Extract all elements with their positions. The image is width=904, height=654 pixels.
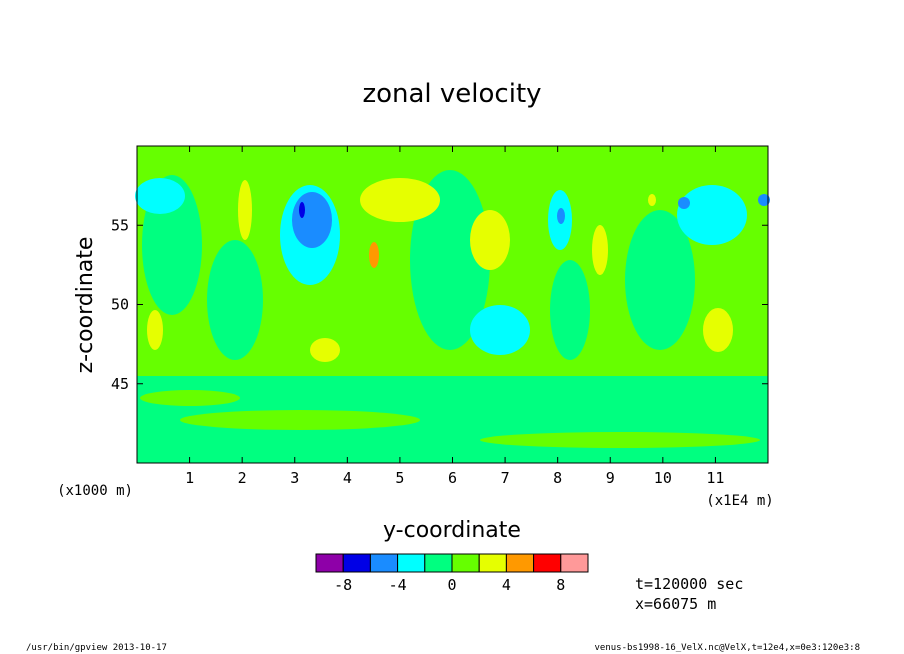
contour-patch bbox=[625, 210, 695, 350]
colorbar-cell bbox=[533, 553, 562, 573]
colorbar-cell bbox=[369, 553, 399, 573]
heatmap-field bbox=[135, 146, 770, 463]
x-axis-label: y-coordinate bbox=[383, 518, 521, 543]
chart-title: zonal velocity bbox=[362, 79, 541, 109]
x-axis-ticks: 1 2 3 4 5 6 7 8 9 10 11 bbox=[185, 146, 724, 487]
contour-patch bbox=[470, 305, 530, 355]
y-tick-label: 45 bbox=[111, 375, 129, 393]
x-tick-label: 5 bbox=[395, 469, 404, 487]
contour-patch bbox=[470, 210, 510, 270]
position-annotation: x=66075 m bbox=[635, 595, 716, 613]
contour-patch bbox=[140, 390, 240, 406]
x-tick-label: 3 bbox=[290, 469, 299, 487]
contour-patch bbox=[299, 202, 305, 218]
x-tick-label: 4 bbox=[343, 469, 352, 487]
contour-upper-band bbox=[137, 146, 768, 376]
contour-patch bbox=[207, 240, 263, 360]
colorbar-tick-label: -4 bbox=[389, 576, 407, 594]
colorbar-tick-label: 8 bbox=[556, 576, 565, 594]
x-axis-unit: (x1E4 m) bbox=[706, 493, 773, 509]
contour-patch bbox=[135, 178, 185, 214]
colorbar-cell bbox=[342, 553, 371, 573]
y-axis-ticks: 45 50 55 bbox=[111, 216, 768, 393]
colorbar-cell bbox=[478, 553, 507, 573]
contour-positive-features bbox=[147, 178, 733, 362]
contour-patch bbox=[238, 180, 252, 240]
x-tick-label: 7 bbox=[501, 469, 510, 487]
y-axis-unit: (x1000 m) bbox=[57, 483, 133, 499]
contour-patch bbox=[410, 170, 490, 350]
contour-patch bbox=[557, 208, 565, 224]
contour-patch bbox=[292, 192, 332, 248]
x-tick-label: 10 bbox=[654, 469, 672, 487]
x-tick-label: 2 bbox=[238, 469, 247, 487]
contour-patch bbox=[360, 178, 440, 222]
contour-patch bbox=[703, 308, 733, 352]
colorbar-cell bbox=[451, 553, 480, 573]
contour-patch bbox=[369, 242, 379, 268]
colorbar-tick-label: -8 bbox=[334, 576, 352, 594]
colorbar-cell bbox=[424, 553, 453, 573]
contour-patch bbox=[550, 260, 590, 360]
contour-patch bbox=[147, 310, 163, 350]
contour-patch bbox=[592, 225, 608, 275]
colorbar-cell bbox=[505, 553, 535, 573]
y-axis-label: z-coordinate bbox=[73, 237, 98, 374]
x-tick-label: 8 bbox=[553, 469, 562, 487]
colorbar-cells bbox=[315, 553, 589, 573]
contour-patch bbox=[677, 185, 747, 245]
colorbar-cell bbox=[560, 553, 589, 573]
colorbar-cell bbox=[397, 553, 426, 573]
y-tick-label: 50 bbox=[111, 296, 129, 314]
colorbar-labels: -8 -4 0 4 8 bbox=[334, 576, 565, 594]
x-tick-label: 6 bbox=[448, 469, 457, 487]
x-tick-label: 9 bbox=[606, 469, 615, 487]
contour-patch bbox=[678, 197, 690, 209]
contour-patch bbox=[648, 194, 656, 206]
contour-lower-band bbox=[137, 376, 768, 463]
y-tick-label: 55 bbox=[111, 216, 129, 234]
time-annotation: t=120000 sec bbox=[635, 575, 743, 593]
colorbar-cell bbox=[315, 553, 344, 573]
colorbar-tick-label: 0 bbox=[447, 576, 456, 594]
x-tick-label: 11 bbox=[706, 469, 724, 487]
contour-negative-features bbox=[135, 178, 770, 355]
contour-patch bbox=[180, 410, 420, 430]
footer-right: venus-bs1998-16_VelX.nc@VelX,t=12e4,x=0e… bbox=[594, 643, 860, 653]
colorbar-tick-label: 4 bbox=[502, 576, 511, 594]
footer-left: /usr/bin/gpview 2013-10-17 bbox=[26, 643, 167, 653]
contour-patch bbox=[480, 432, 760, 448]
colorbar: -8 -4 0 4 8 bbox=[315, 553, 589, 594]
contour-patch bbox=[310, 338, 340, 362]
contour-patch bbox=[758, 194, 770, 206]
x-tick-label: 1 bbox=[185, 469, 194, 487]
